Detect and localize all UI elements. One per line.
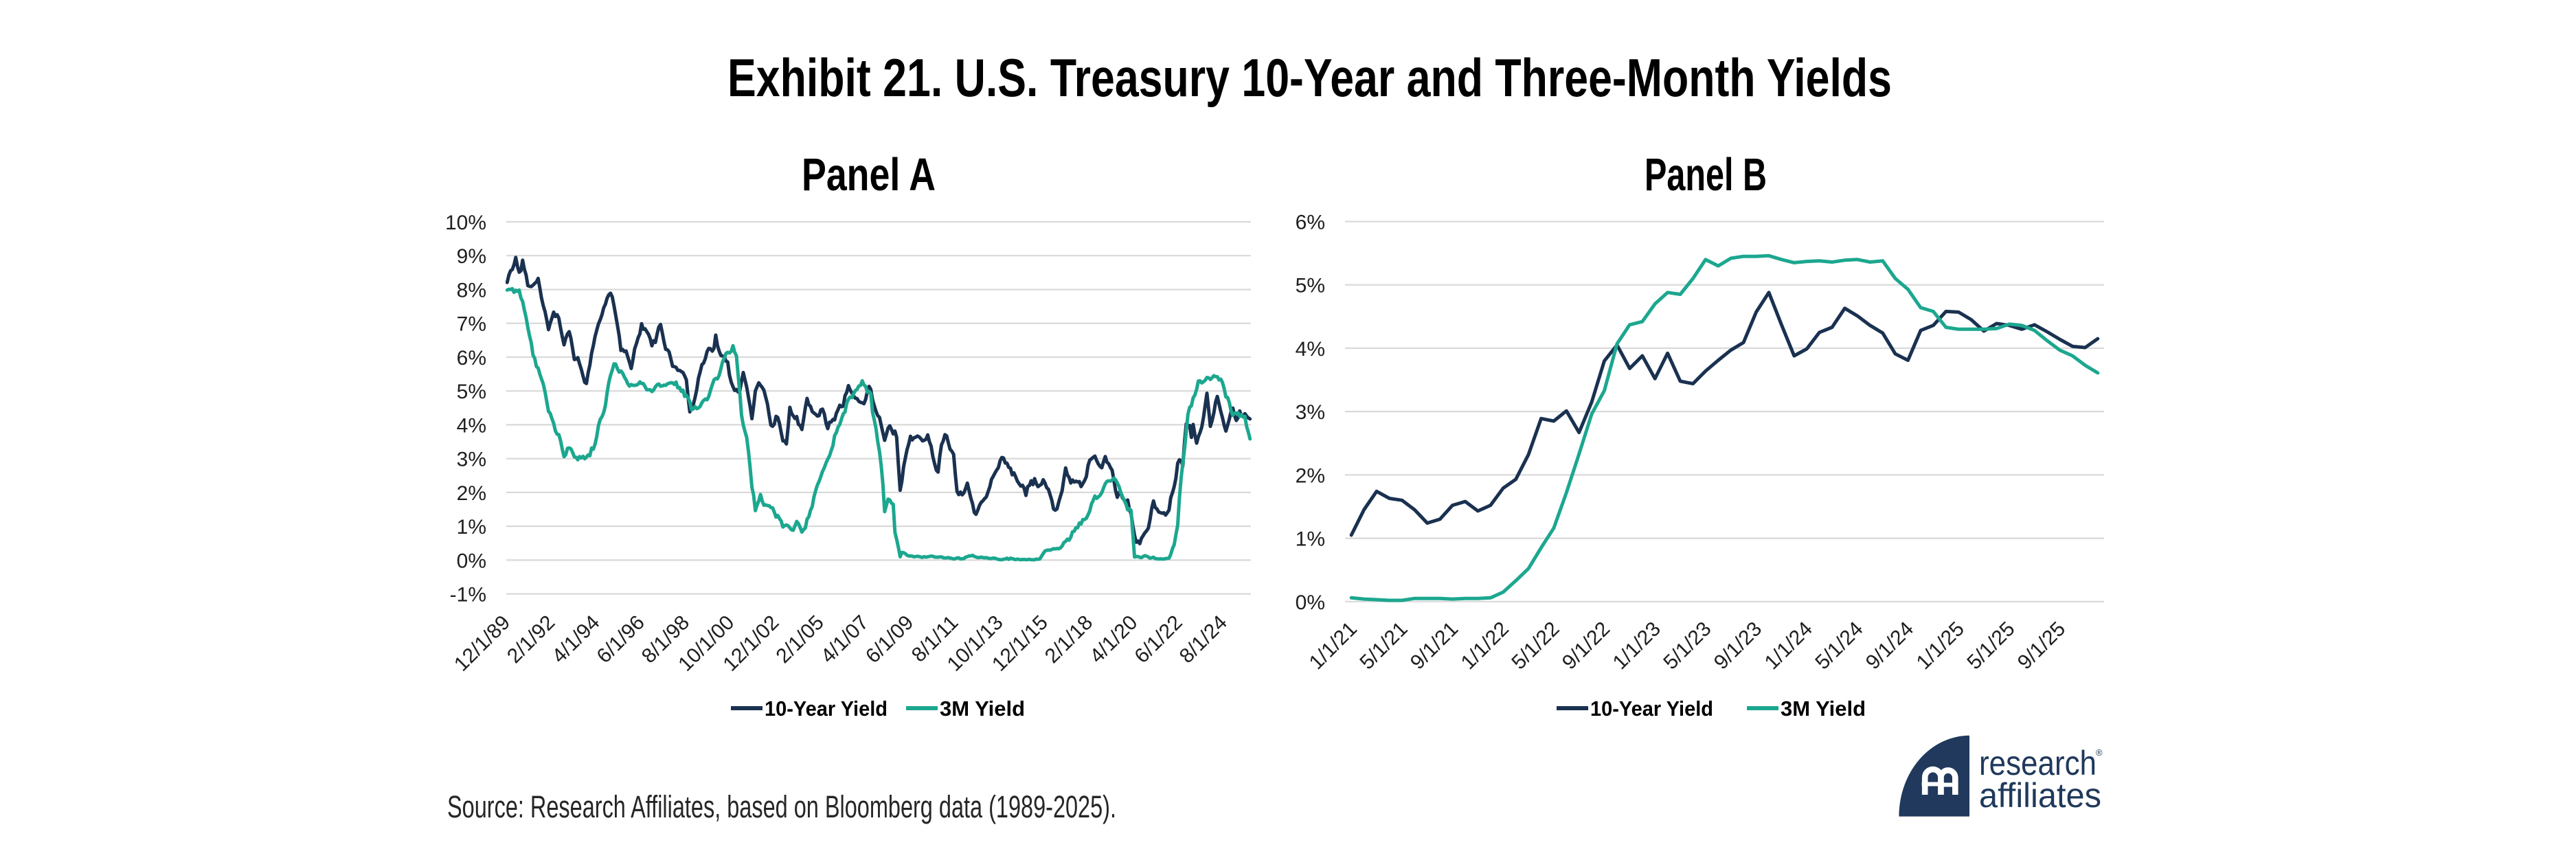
svg-text:8%: 8%: [457, 280, 486, 302]
svg-text:3M Yield: 3M Yield: [1781, 697, 1866, 721]
svg-text:10-Year Yield: 10-Year Yield: [765, 697, 888, 721]
svg-text:Panel A: Panel A: [802, 149, 936, 201]
svg-text:research: research: [1979, 744, 2097, 782]
svg-text:9%: 9%: [457, 245, 486, 268]
svg-text:6%: 6%: [457, 347, 486, 370]
svg-text:1%: 1%: [457, 516, 486, 539]
svg-text:3M Yield: 3M Yield: [940, 697, 1025, 721]
svg-text:Exhibit 21. U.S. Treasury 10-Y: Exhibit 21. U.S. Treasury 10-Year and Th…: [727, 47, 1892, 108]
svg-text:10%: 10%: [445, 212, 486, 234]
svg-text:3%: 3%: [457, 449, 486, 471]
svg-text:Source: Research Affiliates, b: Source: Research Affiliates, based on Bl…: [447, 789, 1116, 824]
svg-text:-1%: -1%: [450, 584, 486, 607]
svg-text:5%: 5%: [457, 381, 486, 403]
svg-text:1%: 1%: [1296, 528, 1325, 551]
svg-text:affiliates: affiliates: [1979, 776, 2101, 815]
svg-text:2%: 2%: [1296, 464, 1325, 487]
svg-text:4%: 4%: [457, 414, 486, 437]
svg-text:®: ®: [2096, 747, 2103, 758]
svg-text:2%: 2%: [457, 482, 486, 505]
svg-text:7%: 7%: [457, 313, 486, 336]
svg-text:5%: 5%: [1296, 275, 1325, 297]
svg-text:3%: 3%: [1296, 401, 1325, 424]
svg-text:6%: 6%: [1296, 212, 1325, 234]
svg-text:Panel B: Panel B: [1645, 149, 1767, 201]
svg-text:0%: 0%: [457, 550, 486, 572]
svg-text:0%: 0%: [1296, 591, 1325, 614]
svg-text:4%: 4%: [1296, 338, 1325, 361]
svg-text:10-Year Yield: 10-Year Yield: [1590, 697, 1713, 721]
